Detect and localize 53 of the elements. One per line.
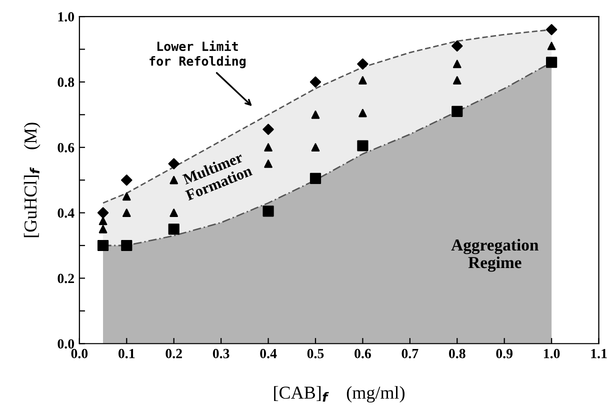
point: [452, 40, 463, 52]
y-tick-label: 0.8: [58, 78, 74, 87]
x-tick-label: 0.6: [354, 348, 371, 358]
point: [358, 108, 367, 118]
point: [264, 143, 272, 152]
x-tick-label: 0.2: [166, 348, 182, 358]
y-tick-label: 0.0: [58, 339, 74, 349]
point: [168, 224, 180, 235]
point: [546, 24, 558, 36]
y-tick-label: 1.0: [58, 12, 74, 22]
point: [97, 240, 109, 252]
point: [311, 110, 320, 119]
point: [122, 192, 131, 201]
point: [121, 240, 132, 252]
point: [121, 174, 132, 186]
point: [358, 76, 367, 85]
point: [452, 76, 462, 85]
point: [264, 160, 272, 168]
point: [547, 42, 556, 50]
x-tick-label: 0.7: [402, 348, 418, 358]
x-tick-label: 0.3: [212, 348, 230, 358]
annotation: Lower Limit for Refolding: [150, 40, 246, 68]
x-tick-label: 0.4: [260, 348, 277, 358]
point: [170, 208, 178, 217]
x-tick-label: 1.1: [591, 348, 607, 358]
point: [452, 106, 463, 117]
point: [357, 58, 368, 70]
x-tick-label: 0.5: [307, 348, 324, 358]
point: [262, 206, 274, 217]
point: [98, 224, 108, 234]
point: [357, 140, 368, 152]
point: [262, 124, 274, 135]
x-tick-label: 1.0: [544, 348, 560, 358]
point: [452, 60, 462, 68]
point: [311, 143, 320, 152]
point: [122, 208, 131, 217]
y-tick-label: 0.6: [58, 142, 74, 152]
text: [CAB]$_{f}$ (mg/ml): [274, 386, 405, 402]
x-tick-label: 0.1: [118, 348, 135, 358]
point: [310, 172, 322, 184]
text: [GuHCl]$_{f}$ (M): [24, 122, 40, 238]
point: [546, 56, 558, 68]
y-tick-label: 0.2: [58, 274, 74, 284]
x-tick-label: 0.9: [496, 348, 513, 358]
point: [98, 216, 108, 226]
point: [170, 176, 178, 184]
point: [168, 158, 180, 170]
point: [310, 76, 322, 88]
x-tick-label: 0.8: [448, 348, 466, 358]
x-tick-label: 0.0: [71, 348, 88, 358]
annotation: Aggregation Regime: [451, 238, 538, 272]
y-tick-label: 0.4: [58, 208, 74, 218]
point: [97, 207, 109, 218]
